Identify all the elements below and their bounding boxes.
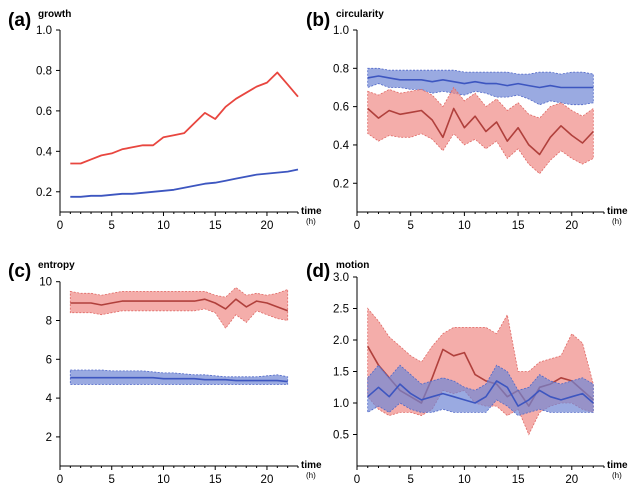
blue-band: [367, 364, 594, 417]
y-axis-title: circularity: [336, 9, 384, 20]
x-tick-label: 15: [512, 474, 525, 485]
y-tick-label: 1.0: [333, 398, 349, 410]
y-tick-label: 1.0: [36, 25, 52, 37]
x-tick-label: 5: [109, 220, 115, 232]
red-band: [69, 286, 289, 329]
y-tick-label: 3.0: [333, 272, 349, 284]
y-tick-label: 0.2: [333, 178, 349, 190]
x-tick-label: 20: [261, 474, 274, 485]
x-tick-label: 0: [354, 474, 360, 485]
x-axis-unit: (h): [612, 217, 622, 226]
y-tick-label: 0.4: [333, 140, 350, 152]
x-tick-label: 5: [407, 474, 413, 485]
x-tick-label: 15: [209, 220, 222, 232]
x-axis-unit: (h): [612, 471, 622, 480]
x-tick-label: 15: [209, 474, 222, 485]
y-tick-label: 2: [46, 432, 52, 444]
y-axis-title: growth: [38, 9, 71, 20]
y-tick-label: 2.0: [333, 335, 349, 347]
x-axis-title: time: [607, 206, 628, 217]
blue-band: [367, 67, 594, 106]
panel-3: 0 5 10 15 20 2 4 6 8 10 (c) entropy time(h): [8, 260, 322, 485]
x-tick-label: 15: [512, 220, 525, 232]
x-tick-label: 20: [565, 220, 578, 232]
x-tick-label: 20: [261, 220, 274, 232]
y-tick-label: 1.5: [333, 367, 349, 379]
red-series-line: [70, 298, 288, 312]
panel-1: 0 5 10 15 20 0.2 0.4 0.6 0.8 1.0 (a) growth time(h): [8, 9, 322, 232]
red-series-line: [70, 71, 299, 165]
x-tick-label: 20: [565, 474, 578, 485]
blue-series-line: [367, 75, 594, 89]
x-axis-title: time: [607, 460, 628, 471]
panel-label: (c): [8, 261, 31, 282]
red-series-line: [367, 107, 594, 156]
y-tick-label: 0.6: [333, 102, 349, 114]
panel-label: (a): [8, 10, 31, 31]
blue-series-line: [70, 168, 299, 198]
x-axis-unit: (h): [306, 471, 316, 480]
y-tick-label: 0.8: [36, 65, 52, 77]
y-tick-label: 0.6: [36, 106, 52, 118]
x-tick-label: 5: [407, 220, 413, 232]
x-tick-label: 10: [458, 220, 471, 232]
x-tick-label: 5: [109, 474, 115, 485]
x-tick-label: 10: [458, 474, 471, 485]
x-tick-label: 0: [354, 220, 360, 232]
x-axis-unit: (h): [306, 217, 316, 226]
y-tick-label: 10: [39, 277, 52, 289]
y-tick-label: 8: [46, 316, 52, 328]
y-axis-title: motion: [336, 260, 369, 271]
y-tick-label: 2.5: [333, 304, 349, 316]
x-tick-label: 10: [157, 220, 170, 232]
y-axis-title: entropy: [38, 260, 75, 271]
panel-2: 0 5 10 15 20 0.2 0.4 0.6 0.8 1.0(b) circularity tim…: [306, 9, 628, 232]
y-tick-label: 4: [46, 393, 53, 405]
blue-series-line: [367, 380, 594, 407]
x-tick-label: 0: [57, 474, 63, 485]
y-tick-label: 6: [46, 354, 52, 366]
x-tick-label: 10: [157, 474, 170, 485]
blue-series-line: [70, 376, 288, 383]
panel-4: 0 5 10 15 200.51.01.52.02.53.0(d) motiontime(…: [306, 260, 628, 485]
y-tick-label: 1.0: [333, 25, 349, 37]
y-tick-label: 0.4: [36, 146, 53, 158]
y-tick-label: 0.5: [333, 430, 349, 442]
panel-label: (d): [306, 261, 330, 282]
panel-label: (b): [306, 10, 330, 31]
x-tick-label: 0: [57, 220, 63, 232]
x-axis-title: time: [301, 206, 322, 217]
y-tick-label: 0.8: [333, 63, 349, 75]
x-axis-title: time: [301, 460, 322, 471]
y-tick-label: 0.2: [36, 187, 52, 199]
